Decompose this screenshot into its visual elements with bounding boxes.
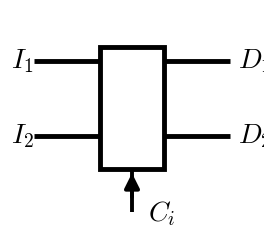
Text: $D_2$: $D_2$ — [238, 122, 264, 150]
Text: $I_2$: $I_2$ — [11, 122, 34, 150]
Text: $D_1$: $D_1$ — [238, 47, 264, 75]
Text: $C_i$: $C_i$ — [148, 200, 175, 228]
Bar — [100, 47, 164, 169]
Text: $I_1$: $I_1$ — [11, 47, 33, 75]
